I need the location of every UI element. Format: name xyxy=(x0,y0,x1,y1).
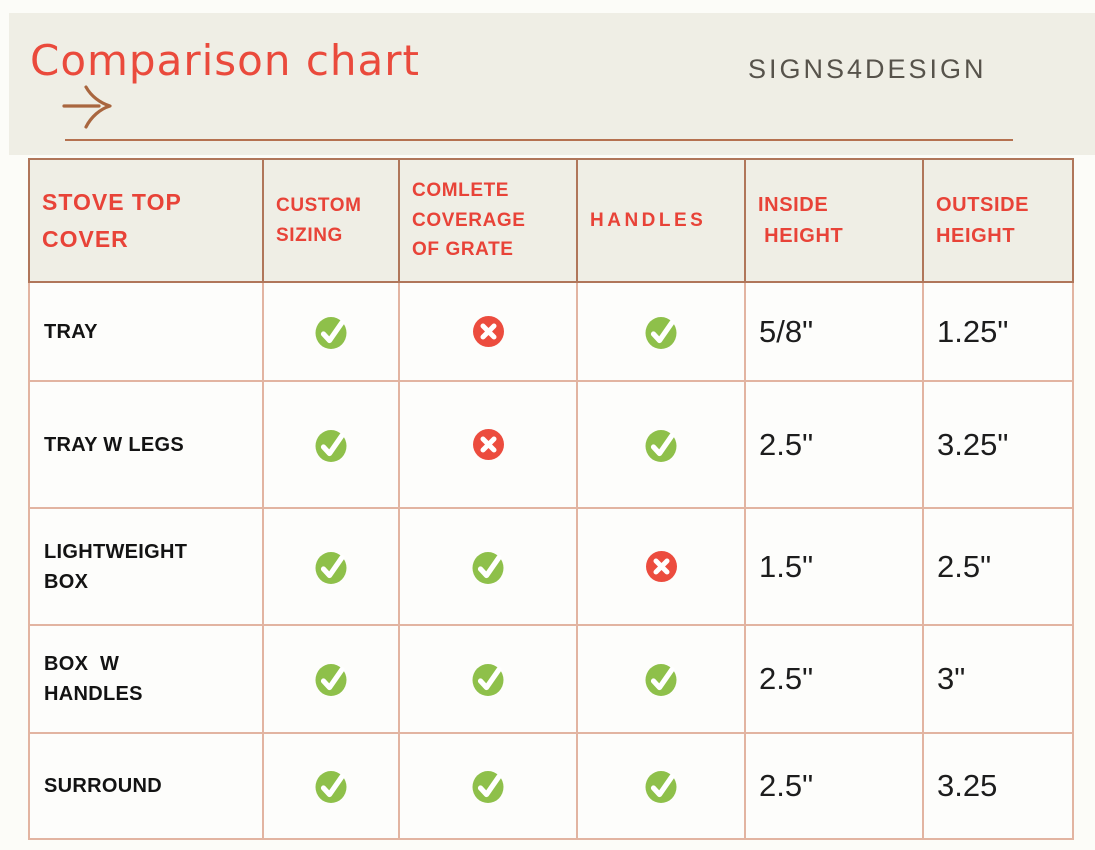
check-icon xyxy=(645,664,677,696)
header-band xyxy=(9,13,1095,155)
height-value: 1.5" xyxy=(744,507,924,626)
table-row: SURROUND 2.5" 3.25 xyxy=(28,732,1074,840)
header-row: STOVE TOP COVER CUSTOM SIZING COMLETE CO… xyxy=(28,158,1074,283)
check-cell xyxy=(576,732,746,840)
check-icon xyxy=(315,316,347,349)
check-icon xyxy=(315,429,347,462)
table-row: LIGHTWEIGHT BOX 1.5" 2.5" xyxy=(28,507,1074,626)
cross-cell xyxy=(398,380,578,509)
check-cell xyxy=(398,507,578,626)
brand-logo-text: SIGNS4DESIGN xyxy=(748,54,987,84)
check-cell xyxy=(576,281,746,382)
check-cell xyxy=(398,624,578,734)
cross-icon xyxy=(472,429,504,460)
column-header-complete-coverage-of-grate: COMLETE COVERAGE OF GRATE xyxy=(398,158,578,283)
column-header-outside-height: OUTSIDE HEIGHT xyxy=(922,158,1074,283)
table-row: TRAY 5/8" 1.25" xyxy=(28,281,1074,382)
check-icon xyxy=(315,771,347,803)
height-value: 1.25" xyxy=(922,281,1074,382)
cross-icon xyxy=(472,316,504,347)
check-cell xyxy=(576,380,746,509)
check-cell xyxy=(576,624,746,734)
column-header-stove-top-cover: STOVE TOP COVER xyxy=(28,158,264,283)
height-value: 2.5" xyxy=(744,380,924,509)
row-label: TRAY xyxy=(28,281,264,382)
check-icon xyxy=(472,551,504,584)
check-icon xyxy=(472,771,504,803)
header-divider-line xyxy=(65,139,1013,141)
height-value: 3" xyxy=(922,624,1074,734)
check-cell xyxy=(262,507,400,626)
cross-cell xyxy=(398,281,578,382)
column-header-handles: HANDLES xyxy=(576,158,746,283)
comparison-table: STOVE TOP COVER CUSTOM SIZING COMLETE CO… xyxy=(28,158,1074,840)
check-cell xyxy=(262,380,400,509)
table-header: STOVE TOP COVER CUSTOM SIZING COMLETE CO… xyxy=(28,158,1074,283)
hand-drawn-right-arrow-icon xyxy=(62,85,112,129)
height-value: 5/8" xyxy=(744,281,924,382)
check-icon xyxy=(645,771,677,803)
row-label: TRAY W LEGS xyxy=(28,380,264,509)
check-cell xyxy=(262,624,400,734)
check-icon xyxy=(645,316,677,349)
table-row: BOX W HANDLES 2.5" 3" xyxy=(28,624,1074,734)
check-cell xyxy=(398,732,578,840)
column-header-custom-sizing: CUSTOM SIZING xyxy=(262,158,400,283)
check-cell xyxy=(262,281,400,382)
row-label: LIGHTWEIGHT BOX xyxy=(28,507,264,626)
check-cell xyxy=(262,732,400,840)
height-value: 2.5" xyxy=(744,732,924,840)
check-icon xyxy=(645,429,677,462)
check-icon xyxy=(315,551,347,584)
table-row: TRAY W LEGS 2.5" 3.25" xyxy=(28,380,1074,509)
page-title: Comparison chart xyxy=(30,36,421,85)
column-header-inside-height: INSIDE HEIGHT xyxy=(744,158,924,283)
cross-cell xyxy=(576,507,746,626)
height-value: 2.5" xyxy=(922,507,1074,626)
row-label: BOX W HANDLES xyxy=(28,624,264,734)
table-body: TRAY 5/8" 1.25" TRAY W LEGS 2.5" 3.25" LIGHTWE… xyxy=(28,281,1074,840)
check-icon xyxy=(472,664,504,696)
height-value: 3.25" xyxy=(922,380,1074,509)
height-value: 2.5" xyxy=(744,624,924,734)
cross-icon xyxy=(645,551,677,582)
height-value: 3.25 xyxy=(922,732,1074,840)
row-label: SURROUND xyxy=(28,732,264,840)
check-icon xyxy=(315,664,347,696)
